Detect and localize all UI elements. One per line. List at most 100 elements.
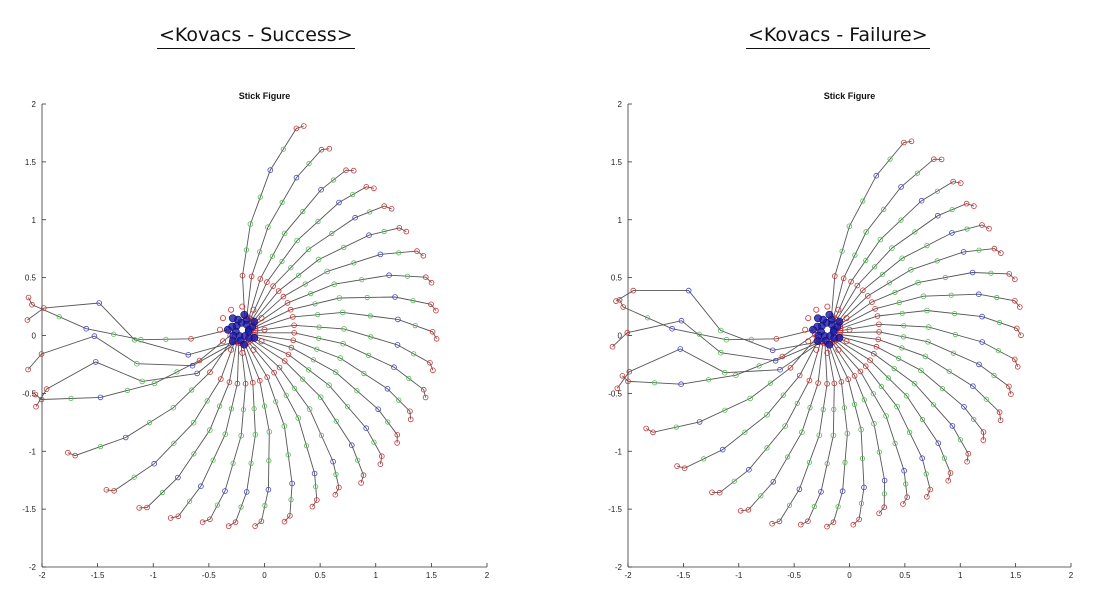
joint-marker xyxy=(92,359,99,365)
joint-marker xyxy=(134,360,140,367)
joint-marker-mid xyxy=(333,418,339,424)
joint-marker-mid xyxy=(361,370,367,377)
joint-marker xyxy=(858,426,864,433)
stick-link xyxy=(838,335,984,441)
joint-marker xyxy=(422,394,429,401)
joint-marker xyxy=(377,251,384,258)
joint-marker xyxy=(681,465,688,472)
joint-marker xyxy=(779,353,786,360)
joint-marker-mid xyxy=(971,416,977,422)
joint-marker xyxy=(38,396,45,403)
joint-marker xyxy=(805,518,811,524)
joint-marker-mid xyxy=(269,253,275,259)
center-joint xyxy=(250,333,259,342)
joint-marker xyxy=(256,377,263,384)
joint-marker xyxy=(796,486,803,493)
joint-marker-mid xyxy=(951,310,958,317)
center-joint xyxy=(809,325,817,334)
joint-marker xyxy=(899,255,905,262)
joint-marker-mid xyxy=(914,170,921,176)
joint-marker xyxy=(961,403,967,410)
joint-marker xyxy=(925,324,932,330)
joint-marker xyxy=(336,199,342,206)
joint-marker xyxy=(381,203,388,209)
joint-marker xyxy=(280,293,287,300)
joint-marker xyxy=(799,429,805,436)
x-tick-label: -0.5 xyxy=(787,571,801,580)
joint-marker-mid xyxy=(860,198,866,204)
x-tick-label: 0.5 xyxy=(315,571,327,580)
joint-marker xyxy=(898,184,904,190)
joint-marker-mid xyxy=(330,177,337,183)
stick-link xyxy=(251,205,392,321)
joint-marker xyxy=(395,316,401,323)
joint-marker xyxy=(234,380,241,387)
joint-marker-mid xyxy=(248,460,254,466)
joint-marker xyxy=(986,225,992,232)
joint-marker xyxy=(854,282,861,289)
joint-marker-mid xyxy=(941,455,948,461)
joint-marker xyxy=(386,272,392,279)
stick-link xyxy=(839,272,1016,326)
joint-marker xyxy=(97,394,104,401)
x-tick-label: -1 xyxy=(735,571,743,580)
joint-marker xyxy=(616,296,623,303)
stick-link xyxy=(170,343,240,519)
joint-marker xyxy=(927,486,933,493)
joint-marker-mid xyxy=(930,402,937,408)
stick-links xyxy=(612,140,1022,527)
joint-marker xyxy=(207,516,213,523)
joint-marker xyxy=(295,415,302,421)
stick-link xyxy=(840,310,1022,336)
joint-marker xyxy=(857,368,864,375)
joint-marker xyxy=(430,367,436,374)
joint-marker xyxy=(908,266,914,273)
joint-marker-mid xyxy=(722,407,728,413)
joint-marker xyxy=(65,449,71,456)
joint-marker-mid xyxy=(896,355,902,362)
x-tick-label: -1.5 xyxy=(676,571,690,580)
joint-marker xyxy=(949,423,956,429)
stick-link xyxy=(244,343,270,527)
y-tick-label: 0 xyxy=(618,332,623,341)
stick-links xyxy=(27,125,437,527)
joint-marker-mid xyxy=(306,367,312,373)
x-tick-label: -2 xyxy=(38,571,46,580)
joint-marker-mid xyxy=(354,388,360,394)
joint-marker xyxy=(311,470,318,477)
joint-marker xyxy=(870,350,877,357)
joint-marker xyxy=(315,256,322,263)
joint-marker xyxy=(293,125,300,132)
joint-marker xyxy=(340,340,347,347)
joint-marker xyxy=(772,357,779,364)
joint-marker xyxy=(678,317,685,324)
joint-marker xyxy=(331,281,338,288)
joint-marker-mid xyxy=(364,294,370,301)
center-ring-joint xyxy=(805,338,812,345)
joint-marker-mid xyxy=(983,396,989,402)
joint-marker xyxy=(848,278,854,285)
joint-marker-mid xyxy=(824,460,830,467)
joint-marker xyxy=(222,488,228,494)
joint-marker xyxy=(275,288,282,294)
joint-marker xyxy=(407,416,414,423)
joint-marker-mid xyxy=(97,443,104,450)
joint-marker xyxy=(83,325,90,332)
chart-panel-left: Stick Figure -2 -1.5 -1 -0.5 0 0.5 1 1.5 2 2 1.5 1 0.… xyxy=(22,91,490,580)
joint-marker xyxy=(391,364,397,371)
joint-marker xyxy=(189,362,196,369)
joint-marker-mid xyxy=(870,391,876,397)
joint-marker-mid xyxy=(310,357,317,363)
joint-marker-mid xyxy=(924,243,930,249)
joint-marker-mid xyxy=(273,399,279,405)
joint-marker-mid xyxy=(329,230,335,237)
joint-marker xyxy=(394,431,401,438)
joint-marker xyxy=(717,349,724,356)
joint-marker xyxy=(239,272,246,279)
joint-marker-mid xyxy=(285,452,291,458)
joint-marker xyxy=(998,250,1004,256)
joint-marker-mid xyxy=(333,471,339,478)
joint-marker-mid xyxy=(300,208,306,215)
joint-marker-mid xyxy=(957,437,964,443)
center-ring-joint xyxy=(835,306,842,313)
